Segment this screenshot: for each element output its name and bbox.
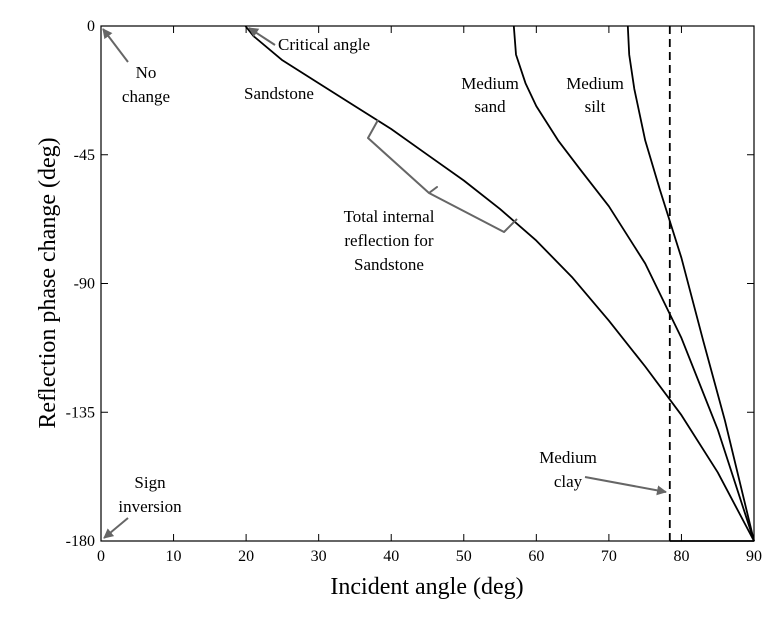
x-axis-title: Incident angle (deg) [330, 574, 523, 600]
x-tick-label: 20 [238, 548, 254, 565]
x-tick-label: 40 [383, 548, 399, 565]
medium-silt-label-line2: silt [585, 97, 606, 116]
series-sandstone [244, 25, 755, 542]
y-axis-title: Reflection phase change (deg) [35, 137, 61, 428]
x-tick-label: 10 [166, 548, 182, 565]
medium-clay-label-line2: clay [554, 472, 583, 491]
x-tick-label: 50 [456, 548, 472, 565]
x-axis-ticks: 0 10 20 30 40 50 60 70 80 90 [97, 26, 762, 565]
x-tick-label: 80 [673, 548, 689, 565]
medium-clay-arrow [584, 476, 667, 496]
series-layer [244, 25, 755, 542]
medium-clay-label-line1: Medium [539, 448, 597, 467]
tir-label-line2: reflection for [344, 231, 434, 250]
sign-inversion-label-line1: Sign [134, 473, 166, 492]
medium-silt-label-line1: Medium [566, 74, 624, 93]
series-medium-silt [626, 25, 755, 542]
y-axis-ticks: 0 -45 -90 -135 -180 [66, 18, 754, 550]
medium-sand-label-line2: sand [474, 97, 506, 116]
y-tick-label: -45 [74, 147, 95, 164]
plot-frame [100, 25, 755, 542]
tir-brace [367, 119, 518, 233]
x-tick-label: 60 [528, 548, 544, 565]
medium-sand-label-line1: Medium [461, 74, 519, 93]
critical-angle-arrow [248, 27, 276, 46]
series-medium-sand [512, 25, 755, 542]
y-tick-label: 0 [87, 18, 95, 35]
x-tick-label: 90 [746, 548, 762, 565]
sign-inversion-label-line2: inversion [118, 497, 182, 516]
x-tick-label: 70 [601, 548, 617, 565]
x-tick-label: 30 [311, 548, 327, 565]
no-change-arrow [102, 28, 129, 63]
tir-label-line1: Total internal [344, 207, 435, 226]
y-tick-label: -135 [66, 404, 95, 421]
critical-angle-label: Critical angle [278, 35, 370, 54]
tir-label-line3: Sandstone [354, 255, 424, 274]
no-change-label-line1: No [136, 63, 157, 82]
sign-inversion-arrow [103, 517, 129, 539]
sandstone-label: Sandstone [244, 84, 314, 103]
y-tick-label: -90 [74, 276, 95, 293]
y-tick-label: -180 [66, 533, 95, 550]
no-change-label-line2: change [122, 87, 170, 106]
x-tick-label: 0 [97, 548, 105, 565]
